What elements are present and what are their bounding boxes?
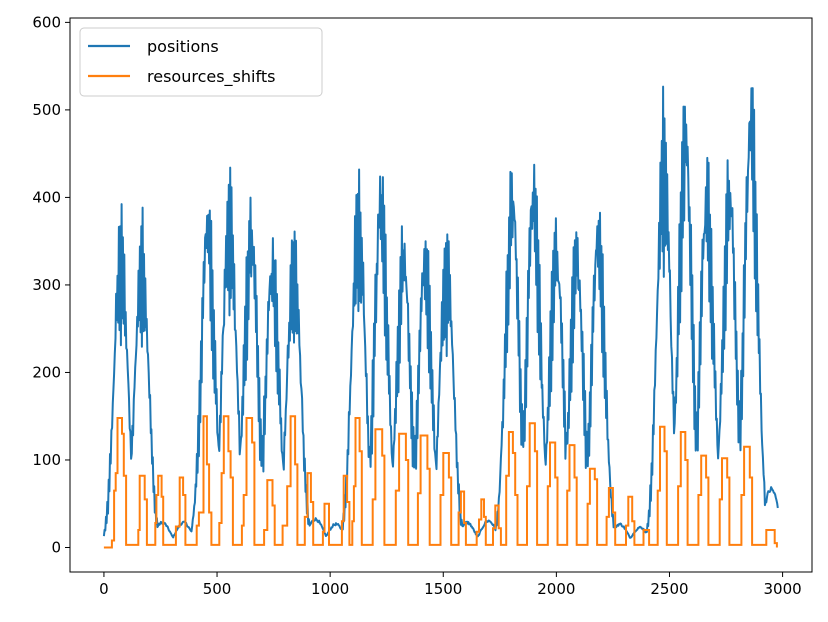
y-tick-label: 200 — [32, 363, 61, 381]
series-line-resources-shifts — [103, 415, 778, 549]
y-tick-label: 100 — [32, 451, 61, 469]
x-tick-label: 500 — [203, 580, 232, 598]
x-tick-label: 0 — [99, 580, 109, 598]
legend-label-positions: positions — [147, 37, 219, 56]
y-tick-label: 0 — [51, 538, 61, 556]
x-tick-label: 1500 — [424, 580, 462, 598]
y-tick-label: 300 — [32, 276, 61, 294]
x-axis: 0 500 1000 1500 2000 2500 3000 — [99, 572, 802, 598]
y-axis: 0 100 200 300 400 500 600 — [32, 13, 70, 556]
x-tick-label: 3000 — [763, 580, 801, 598]
legend-box — [79, 27, 323, 97]
legend: positions resources_shifts — [79, 27, 323, 97]
plot-area — [69, 17, 813, 573]
x-tick-label: 2000 — [537, 580, 575, 598]
series-layer — [102, 85, 779, 549]
legend-label-resources-shifts: resources_shifts — [147, 67, 275, 87]
y-tick-label: 600 — [32, 13, 61, 31]
y-tick-label: 500 — [32, 101, 61, 119]
series-line-positions — [102, 85, 779, 539]
x-tick-label: 1000 — [311, 580, 349, 598]
axes-frame — [69, 17, 813, 573]
x-tick-label: 2500 — [650, 580, 688, 598]
y-tick-label: 400 — [32, 188, 61, 206]
